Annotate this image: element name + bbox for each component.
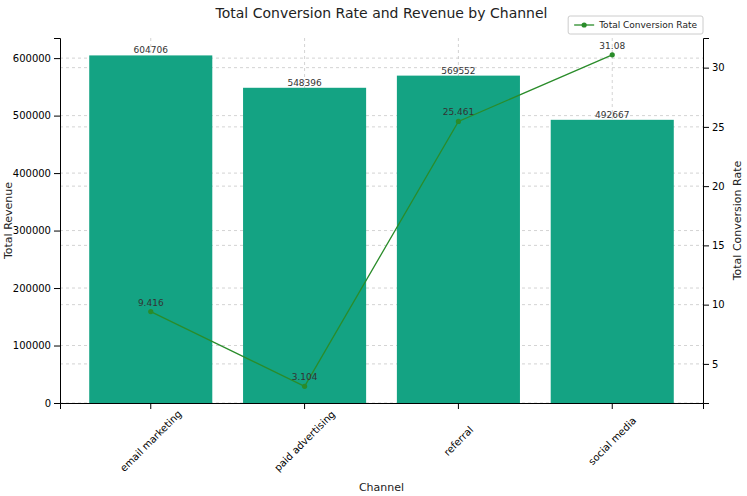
- title: Total Conversion Rate and Revenue by Cha…: [215, 5, 548, 21]
- bar: [397, 76, 520, 403]
- tick: 10: [703, 299, 725, 310]
- tick-label: 400000: [13, 168, 51, 179]
- tick-mark: [54, 173, 60, 174]
- tick-mark: [703, 127, 709, 128]
- y-axis: 0 100000 200000 300000 400000 500000 600000: [13, 39, 61, 409]
- tick-mark: [458, 403, 459, 409]
- x-axis: email marketing paid advertising referral s…: [61, 403, 704, 474]
- tick-label: email marketing: [118, 408, 184, 474]
- y-axis-title: Total Revenue: [2, 182, 15, 260]
- tick-mark: [703, 186, 709, 187]
- tick: email marketing: [118, 403, 184, 474]
- data-label: 25.461: [443, 107, 475, 117]
- tick-label: 500000: [13, 110, 51, 121]
- marker: [456, 119, 461, 124]
- y2-axis: 5 10 15 20 25 30: [703, 39, 725, 404]
- tick-mark: [304, 403, 305, 409]
- tick-mark: [703, 68, 709, 69]
- data-label: 492667: [595, 110, 629, 120]
- x-axis-title: Channel: [359, 481, 404, 494]
- marker: [610, 52, 615, 57]
- tick-label: referral: [442, 424, 476, 458]
- tick: 400000: [13, 168, 60, 179]
- tick: 20: [703, 181, 725, 192]
- tick: 25: [703, 122, 725, 133]
- tick-mark: [150, 403, 151, 409]
- chart: 604706 548396 569552 492667 9.416 3.104 25.461…: [0, 0, 747, 496]
- data-label: 548396: [287, 78, 322, 88]
- axis-line: [54, 39, 61, 404]
- tick-label: 10: [712, 299, 725, 310]
- tick: paid advertising: [272, 403, 337, 473]
- tick-label: 0: [45, 398, 51, 409]
- tick-mark: [612, 403, 613, 409]
- data-label: 604706: [134, 45, 169, 55]
- tick-label: 30: [712, 62, 725, 73]
- tick: 0: [45, 398, 60, 409]
- tick-label: 5: [712, 359, 718, 370]
- tick-label: 100000: [13, 340, 51, 351]
- tick: 500000: [13, 110, 60, 121]
- tick-mark: [703, 364, 709, 365]
- tick: 600000: [13, 53, 60, 64]
- tick-label: 200000: [13, 283, 51, 294]
- tick-label: paid advertising: [272, 409, 337, 474]
- axis-line: [61, 404, 704, 410]
- marker: [148, 309, 153, 314]
- tick-mark: [54, 116, 60, 117]
- bar: [551, 120, 674, 403]
- axis-line: [704, 39, 710, 404]
- data-label: 569552: [441, 66, 475, 76]
- tick-mark: [54, 288, 60, 289]
- tick-label: 300000: [13, 225, 51, 236]
- tick-mark: [703, 245, 709, 246]
- tick: 5: [703, 359, 718, 370]
- legend-label: Total Conversion Rate: [598, 20, 697, 30]
- legend-entry: Total Conversion Rate: [574, 20, 697, 30]
- tick: 300000: [13, 225, 60, 236]
- bar: [243, 88, 366, 403]
- tick-label: 15: [712, 240, 725, 251]
- data-labels: 604706 548396 569552 492667 9.416 3.104 25.461…: [134, 41, 630, 383]
- line: [151, 55, 612, 387]
- tick: 30: [703, 62, 725, 73]
- grid: [60, 38, 703, 403]
- tick: 100000: [13, 340, 60, 351]
- legend: Total Conversion Rate: [568, 16, 703, 34]
- tick-mark: [54, 231, 60, 232]
- marker: [302, 384, 307, 389]
- y2-axis-title: Total Conversion Rate: [731, 160, 744, 281]
- data-label: 3.104: [292, 372, 318, 382]
- marks: [89, 52, 674, 403]
- legend-marker: [582, 22, 587, 27]
- tick-label: social media: [586, 415, 638, 467]
- data-label: 31.08: [599, 41, 625, 51]
- tick: 200000: [13, 283, 60, 294]
- tick: social media: [586, 403, 638, 467]
- tick-label: 25: [712, 122, 725, 133]
- tick-mark: [703, 305, 709, 306]
- tick: referral: [442, 403, 476, 458]
- data-label: 9.416: [138, 298, 164, 308]
- tick-mark: [54, 346, 60, 347]
- bar: [89, 55, 212, 403]
- tick-mark: [54, 403, 60, 404]
- tick: 15: [703, 240, 725, 251]
- tick-mark: [54, 58, 60, 59]
- legend-box: [568, 16, 703, 34]
- plot: 604706 548396 569552 492667 9.416 3.104 25.461…: [13, 38, 725, 474]
- tick-label: 600000: [13, 53, 51, 64]
- tick-label: 20: [712, 181, 725, 192]
